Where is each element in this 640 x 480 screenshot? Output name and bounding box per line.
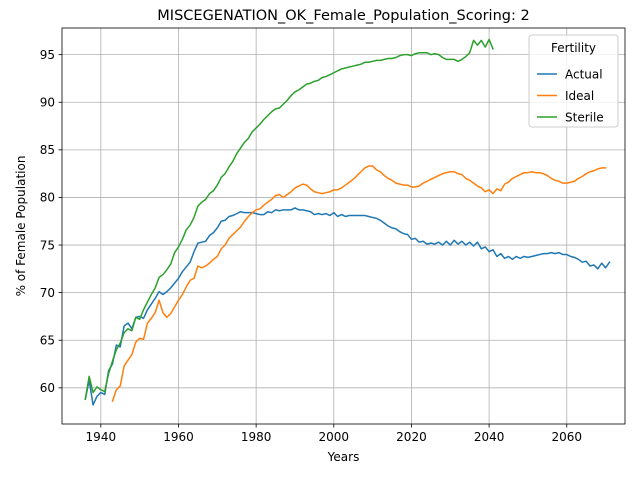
x-tick-label: 1940	[86, 430, 117, 444]
y-tick-label: 70	[40, 286, 55, 300]
legend-box	[528, 34, 619, 128]
y-axis-label: % of Female Population	[14, 156, 28, 297]
legend-label-sterile: Sterile	[565, 110, 604, 124]
plot-frame	[61, 27, 626, 425]
legend-label-actual: Actual	[565, 67, 603, 81]
chart-title: MISCEGENATION_OK_Female_Population_Scori…	[157, 8, 529, 24]
legend: Fertility Actual Ideal Sterile	[528, 34, 619, 128]
y-tick-label: 90	[40, 96, 55, 110]
plot-lines	[84, 38, 611, 406]
y-tick-label: 95	[40, 48, 55, 62]
y-tick-label: 75	[40, 238, 55, 252]
series-line-ideal	[111, 165, 607, 403]
x-axis-label: Years	[327, 450, 360, 464]
x-tick-label: 2040	[474, 430, 505, 444]
x-tick-label: 2020	[396, 430, 427, 444]
grid	[62, 28, 625, 424]
y-tick-label: 65	[40, 334, 55, 348]
axis-ticks: 1940 1960 1980 2000 2020 2040 2060 60 65 70 75 80 85…	[40, 48, 582, 444]
legend-title: Fertility	[551, 41, 596, 55]
y-tick-label: 85	[40, 143, 55, 157]
series-line-actual	[84, 207, 611, 406]
y-tick-label: 80	[40, 191, 55, 205]
x-tick-label: 2060	[551, 430, 582, 444]
legend-label-ideal: Ideal	[565, 89, 594, 103]
x-tick-label: 2000	[319, 430, 350, 444]
x-tick-label: 1980	[241, 430, 272, 444]
x-tick-label: 1960	[163, 430, 194, 444]
y-tick-label: 60	[40, 381, 55, 395]
series-line-sterile	[84, 38, 494, 401]
